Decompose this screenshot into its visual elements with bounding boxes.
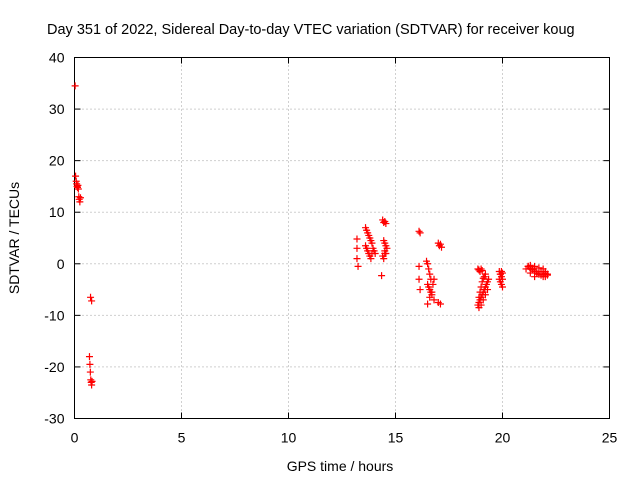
data-point: [479, 296, 487, 304]
data-point: [497, 268, 505, 276]
data-point: [539, 273, 547, 281]
data-point: [86, 360, 94, 368]
data-point: [477, 265, 485, 273]
y-tick-label: -10: [44, 307, 64, 323]
y-tick-label: -30: [44, 411, 64, 427]
data-point: [495, 275, 503, 283]
data-point: [426, 293, 434, 301]
y-tick-labels: -30 -20 -10 0 10 20 30 40: [44, 50, 64, 427]
axis-ticks: [74, 57, 610, 419]
data-point: [430, 275, 438, 283]
data-point: [378, 272, 386, 280]
y-tick-label: 30: [49, 101, 65, 117]
data-point: [416, 229, 424, 237]
data-point: [526, 269, 534, 277]
data-point: [368, 239, 376, 247]
x-axis-label: GPS time / hours: [287, 458, 394, 474]
data-point: [531, 262, 539, 270]
y-tick-label: -20: [44, 359, 64, 375]
y-tick-label: 10: [49, 204, 65, 220]
y-tick-label: 40: [49, 50, 65, 66]
x-tick-label: 5: [178, 430, 186, 446]
data-point: [478, 266, 486, 274]
data-point: [71, 82, 79, 90]
data-point: [499, 283, 506, 291]
data-point: [436, 240, 444, 248]
data-point: [354, 262, 362, 270]
data-point: [428, 288, 436, 296]
data-point: [430, 296, 438, 304]
data-point: [429, 280, 437, 288]
y-tick-label: 0: [57, 256, 65, 272]
data-point: [76, 198, 84, 206]
data-point: [479, 274, 487, 282]
data-point: [477, 283, 485, 291]
data-point: [424, 300, 432, 308]
data-point: [353, 255, 361, 263]
data-point: [76, 194, 84, 202]
data-point: [477, 301, 485, 309]
grid-lines: [74, 57, 610, 419]
data-point: [87, 293, 95, 301]
data-point: [88, 297, 96, 305]
data-point: [425, 265, 433, 273]
plot-frame: [74, 57, 610, 419]
y-axis-label: SDTVAR / TECUs: [6, 182, 22, 294]
data-point: [476, 288, 484, 296]
x-tick-label: 15: [388, 430, 404, 446]
data-point: [415, 227, 423, 235]
chart-title: Day 351 of 2022, Sidereal Day-to-day VTE…: [47, 22, 575, 38]
x-tick-label: 10: [281, 430, 297, 446]
data-point: [353, 235, 361, 243]
data-point: [436, 300, 444, 308]
data-point: [535, 264, 543, 272]
data-point: [426, 270, 434, 278]
data-point: [416, 286, 424, 294]
data-point: [380, 255, 388, 263]
data-point: [481, 291, 489, 299]
data-point: [353, 244, 361, 252]
data-point: [481, 270, 489, 278]
data-point: [382, 220, 390, 228]
x-tick-label: 20: [495, 430, 511, 446]
data-point: [475, 293, 483, 301]
data-point: [438, 243, 446, 251]
data-point: [424, 260, 432, 268]
data-point: [484, 286, 492, 294]
x-tick-label: 0: [71, 430, 79, 446]
data-point: [541, 268, 549, 276]
data-point: [526, 261, 534, 269]
y-tick-label: 20: [49, 153, 65, 169]
data-point: [485, 275, 493, 283]
data-point: [72, 172, 80, 180]
data-point: [86, 368, 94, 376]
data-point: [531, 273, 539, 281]
x-tick-label: 25: [602, 430, 618, 446]
data-point: [381, 249, 389, 257]
data-point: [74, 185, 82, 193]
data-point: [88, 377, 96, 385]
data-point: [499, 269, 506, 277]
x-tick-labels: 0 5 10 15 20 25: [71, 430, 618, 446]
data-point: [415, 275, 423, 283]
data-points: [71, 82, 551, 389]
data-point: [415, 262, 423, 270]
data-point: [85, 353, 93, 361]
data-point: [371, 249, 379, 257]
data-point: [367, 255, 375, 263]
data-point: [478, 278, 486, 286]
data-point: [535, 270, 543, 278]
